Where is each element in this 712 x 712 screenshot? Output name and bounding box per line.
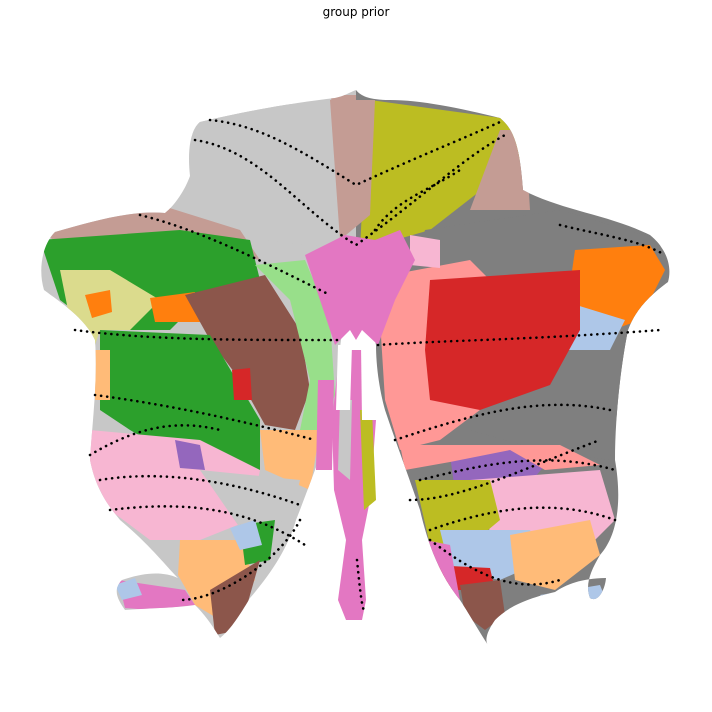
region-orange-left (85, 290, 112, 318)
region-pinkbrown-top-right (470, 130, 530, 210)
boundary-line (98, 474, 302, 507)
region-lightblue-tail-left (115, 578, 142, 600)
boundary-line (418, 459, 617, 482)
figure-title: group prior (322, 5, 390, 19)
boundary-line (428, 538, 562, 586)
region-peach-lower-right (510, 520, 600, 590)
boundary-line (408, 438, 602, 502)
region-purple-lower-left (175, 440, 205, 470)
region-lightblue-bottom-left (230, 520, 262, 550)
lobule-boundaries (73, 118, 667, 614)
region-brown-bottom-left (210, 560, 260, 635)
vermis-stalk-olive (360, 410, 376, 510)
vermis-left-edge (316, 380, 334, 470)
region-pink-lower-left (90, 430, 260, 540)
region-red-right (425, 270, 580, 410)
region-orange-bottom-right (555, 588, 585, 612)
left-hemisphere (41, 90, 357, 638)
vermis-grey-upper (330, 100, 375, 240)
boundary-line (73, 328, 342, 342)
region-salmon-mid-right (400, 445, 600, 470)
boundary-line (178, 518, 302, 602)
boundary-line (428, 506, 617, 532)
region-brown-bottom-right (460, 580, 505, 630)
vermis-gap-right (361, 345, 376, 420)
boundary-line (193, 133, 507, 247)
right-hemisphere (356, 90, 670, 645)
region-lightgreen-left (255, 260, 335, 430)
boundary-line (355, 558, 367, 614)
boundary-line (373, 168, 462, 232)
region-pink-mid-right (410, 235, 440, 268)
boundary-line (208, 118, 502, 187)
region-brown-center-left (185, 275, 310, 430)
region-grey-lower-left (200, 470, 300, 528)
region-red-small-left (232, 368, 252, 400)
boundary-line (138, 213, 332, 297)
region-top-left-grey (190, 100, 356, 250)
vermis-gap-left (336, 345, 352, 410)
boundary-line (88, 424, 222, 457)
vermis (305, 100, 415, 620)
vermis-pink-upper (305, 230, 415, 345)
vermis-stalk-grey (338, 400, 352, 480)
region-peach-strip-left (95, 350, 110, 400)
region-peach-left (260, 430, 320, 490)
boundary-line (558, 223, 667, 257)
